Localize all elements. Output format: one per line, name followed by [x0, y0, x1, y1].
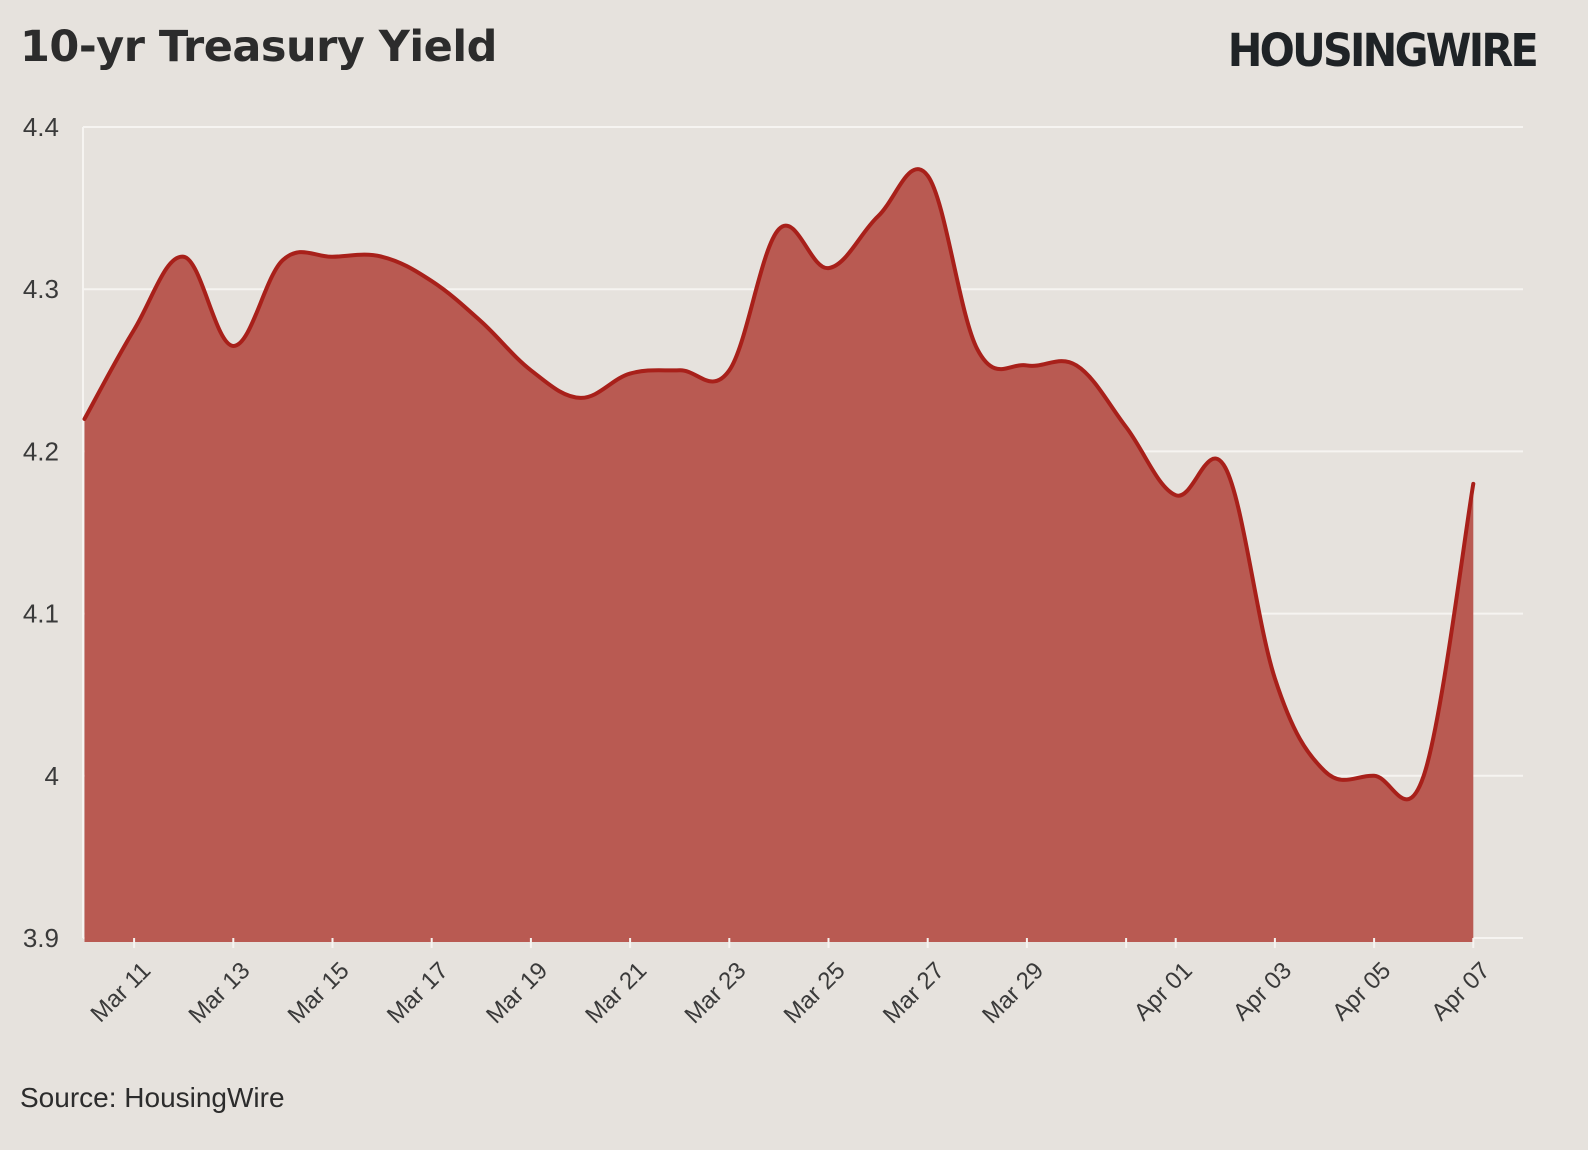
x-tick-label: Apr 05 [1327, 957, 1396, 1026]
area-series [82, 167, 1476, 943]
x-tick-label: Mar 29 [977, 957, 1049, 1029]
chart-title: 10-yr Treasury Yield [20, 22, 497, 72]
y-tick-label: 4.1 [23, 599, 59, 629]
x-tick-label: Mar 13 [184, 957, 256, 1029]
x-tick-label: Mar 15 [283, 957, 355, 1029]
x-tick-label: Apr 01 [1129, 957, 1198, 1026]
x-tick-label: Mar 17 [382, 957, 454, 1029]
x-tick-label: Mar 25 [779, 957, 851, 1029]
x-tick-label: Mar 27 [878, 957, 950, 1029]
housingwire-logo: HOUSINGWIRE [1227, 24, 1539, 77]
y-tick-label: 3.9 [23, 923, 59, 953]
chart-area: 4.4 4.3 4.2 4.1 4 3.9 Mar 11 Mar 13 Mar 15 Mar 17… [23, 112, 1523, 1029]
series-area-fill [84, 169, 1474, 943]
y-tick-label: 4.4 [23, 112, 59, 142]
y-tick-label: 4.2 [23, 436, 59, 466]
x-tick-label: Mar 23 [680, 957, 752, 1029]
y-tick-label: 4 [45, 761, 59, 791]
x-tick-label: Mar 11 [86, 957, 157, 1028]
series-line [82, 167, 1476, 802]
x-tick-label: Apr 07 [1426, 957, 1495, 1026]
x-tick-label: Mar 19 [481, 957, 553, 1029]
y-tick-label: 4.3 [23, 274, 59, 304]
x-tick-label: Mar 21 [580, 957, 652, 1029]
x-tick-label: Apr 03 [1228, 957, 1297, 1026]
source-note: Source: HousingWire [20, 1082, 285, 1113]
